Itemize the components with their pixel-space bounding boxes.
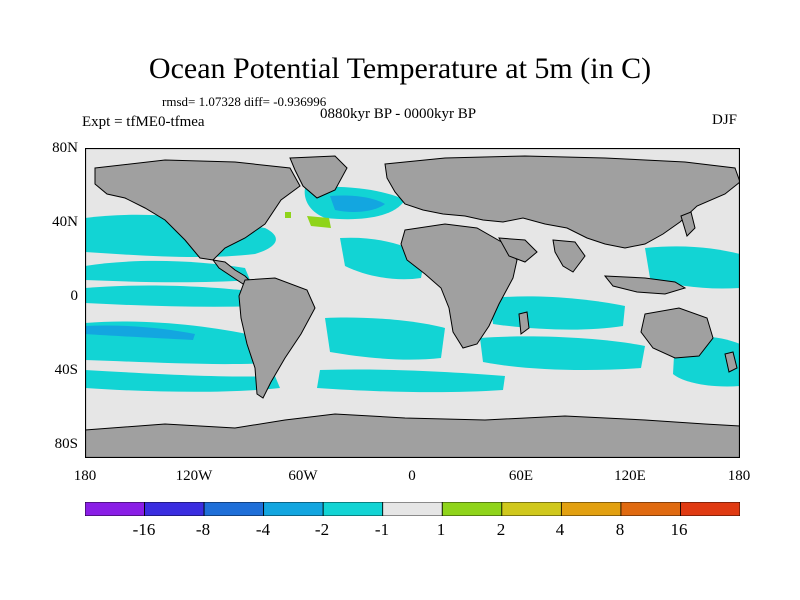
colorbar-label: -16: [132, 520, 156, 539]
antarctica: [85, 413, 740, 458]
colorbar-label: 8: [615, 520, 625, 539]
colorbar-label: -8: [195, 520, 211, 539]
lon-tick-120e: 120E: [614, 468, 646, 484]
lon-tick-60w: 60W: [288, 468, 318, 484]
north-atlantic-warm-spot: [307, 216, 331, 228]
africa: [400, 223, 518, 349]
lat-tick-40n: 40N: [52, 214, 78, 230]
south-atlantic-cool: [325, 317, 445, 360]
lat-tick-0: 0: [70, 288, 79, 304]
north-america: [94, 159, 301, 261]
lat-tick-40s: 40S: [54, 362, 78, 378]
colorbar-swatch: [144, 502, 205, 516]
north-atlantic-cooler-patch: [330, 195, 385, 212]
colorbar-swatch: [203, 502, 265, 516]
new-zealand: [724, 351, 738, 373]
lon-tick-180w: 180: [73, 468, 97, 484]
colorbar: [85, 502, 740, 516]
pacific-subtropical-cool: [85, 260, 250, 283]
colorbar-swatch: [680, 502, 740, 516]
map-title: Ocean Potential Temperature at 5m (in C): [148, 52, 652, 85]
colorbar-swatch: [560, 502, 622, 516]
lon-tick-60e: 60E: [508, 468, 534, 484]
west-pacific-cool: [645, 246, 740, 289]
colorbar-swatch: [322, 502, 384, 516]
southern-ocean-cool-pacific: [85, 370, 280, 392]
lon-tick-0: 0: [408, 468, 416, 484]
southeast-asia-islands: [603, 275, 687, 295]
south-america: [238, 277, 316, 399]
stats-label: rmsd= 1.07328 diff= -0.936996: [162, 94, 327, 109]
lat-tick-80n: 80N: [52, 140, 78, 156]
colorbar-swatch: [441, 502, 503, 516]
colorbar-swatch: [85, 502, 145, 516]
period-label: 0880kyr BP - 0000kyr BP: [320, 106, 477, 122]
colorbar-swatch: [620, 502, 681, 516]
south-pacific-cooler-streak: [85, 325, 195, 340]
colorbar-label: 16: [670, 520, 688, 539]
lat-tick-80s: 80S: [54, 436, 78, 452]
southern-ocean-cool-atlantic: [317, 369, 505, 393]
equatorial-pacific-cool: [85, 285, 265, 307]
colorbar-swatch: [382, 502, 443, 516]
season-label: DJF: [712, 112, 738, 128]
colorbar-label: 1: [436, 520, 446, 539]
greenland: [289, 155, 348, 199]
australia: [640, 307, 714, 359]
colorbar-label: -1: [374, 520, 390, 539]
ocean-temperature-map: [85, 148, 740, 458]
colorbar-label: -2: [314, 520, 330, 539]
cooler-anomaly-regions: [85, 195, 385, 340]
land-masses: [85, 155, 740, 458]
japan: [680, 211, 696, 237]
warm-anomaly-regions: [285, 212, 331, 228]
eurasia: [384, 155, 740, 249]
indian-subcontinent: [552, 239, 586, 273]
colorbar-label: 4: [555, 520, 565, 539]
south-indian-cool: [480, 336, 645, 370]
colorbar-swatch: [501, 502, 562, 516]
experiment-label: Expt = tfME0-tfmea: [82, 114, 205, 130]
lon-tick-180e: 180: [727, 468, 751, 484]
madagascar: [518, 311, 530, 335]
colorbar-swatch: [263, 502, 324, 516]
colorbar-label: -4: [255, 520, 271, 539]
colorbar-label: 2: [496, 520, 506, 539]
lon-tick-120w: 120W: [175, 468, 213, 484]
arabian-peninsula: [498, 237, 538, 263]
northeast-atlantic-warm-spot: [285, 212, 291, 218]
map-frame: [85, 148, 740, 458]
